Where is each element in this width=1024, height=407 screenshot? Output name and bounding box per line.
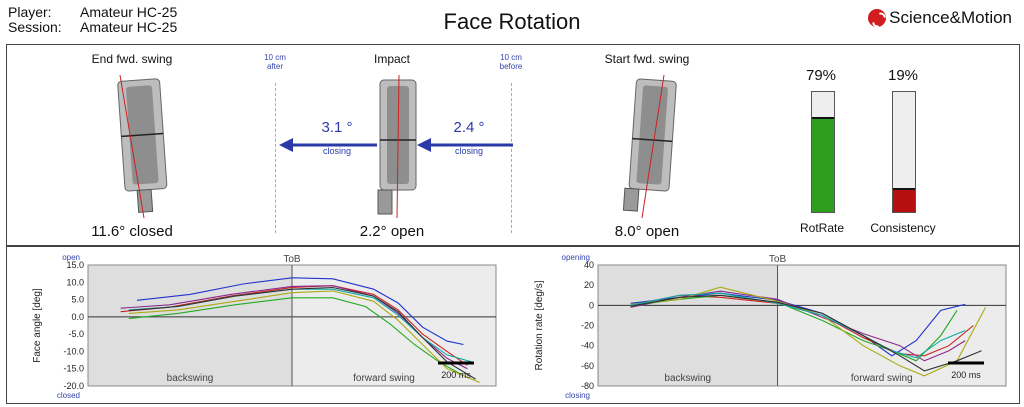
rotation-rate-chart: ToB 40 20 0 -20 -40 -60 -80 Rotation rate [deg/s… [534, 253, 1007, 400]
tob-label: ToB [283, 254, 301, 265]
bottom-note: closing [565, 391, 590, 400]
y-tick-label: -15.0 [63, 364, 84, 374]
left-arrow-value: 3.1 ° [321, 119, 353, 136]
y-tick-label: 0.0 [71, 312, 84, 322]
rotrate-gauge [811, 91, 835, 213]
y-tick-label: 0 [589, 300, 594, 310]
before-divider [511, 83, 512, 233]
face-angle-chart: ToB 15.0 10.0 5.0 0.0 -5.0 -10.0 -15.0 -20.0 Face… [32, 253, 497, 400]
before-note-line1: 10 cm [500, 53, 522, 62]
series-line [128, 286, 476, 380]
series-line [120, 285, 468, 370]
scale-label: 200 ms [441, 370, 471, 380]
y-tick-label: -10.0 [63, 346, 84, 356]
consistency-gauge-fill [893, 187, 915, 212]
putter-start-image [622, 74, 677, 219]
y-axis-label: Face angle [deg] [32, 288, 43, 363]
backswing-region [598, 265, 778, 386]
bottom-note: closed [57, 391, 80, 400]
y-tick-label: 20 [584, 280, 594, 290]
after-divider [275, 83, 276, 233]
series-line [120, 285, 468, 366]
forward-swing-label: forward swing [851, 373, 913, 384]
scale-label: 200 ms [951, 370, 981, 380]
putter-end-image [117, 74, 168, 219]
player-label: Player: [8, 4, 52, 20]
series-line [128, 290, 480, 384]
y-tick-label: 10.0 [66, 277, 84, 287]
before-note-line2: before [499, 62, 523, 71]
y-tick-label: -80 [581, 381, 594, 391]
session-label: Session: [8, 19, 62, 35]
left-arrow-icon [279, 138, 377, 152]
player-value: Amateur HC-25 [80, 4, 178, 20]
forward-swing-region [777, 265, 1006, 386]
face-rotation-panel: End fwd. swing 11.6° closed 10 cm after … [6, 44, 1020, 246]
end-swing-label: End fwd. swing [91, 52, 173, 66]
backswing-label: backswing [167, 373, 214, 384]
top-note: open [62, 253, 80, 262]
plot-frame [597, 264, 1007, 387]
right-arrow-value: 2.4 ° [453, 119, 485, 136]
right-arrow-icon [417, 138, 513, 152]
y-tick-label: -20 [581, 321, 594, 331]
rotrate-label: RotRate [799, 221, 845, 235]
session-value: Amateur HC-25 [80, 19, 178, 35]
rotrate-gauge-fill [812, 116, 834, 212]
logo-icon [868, 9, 887, 27]
impact-angle: 2.2° open [359, 223, 425, 240]
after-note: 10 cm after [247, 53, 303, 71]
top-note: opening [562, 253, 590, 262]
y-tick-label: -60 [581, 361, 594, 371]
series-line [630, 294, 982, 372]
after-note-line2: after [266, 62, 283, 71]
after-note-line1: 10 cm [264, 53, 286, 62]
y-axis-label: Rotation rate [deg/s] [534, 280, 545, 370]
series-line [136, 277, 464, 346]
putter-impact-image [377, 74, 417, 219]
page-title: Face Rotation [443, 9, 581, 34]
y-tick-label: -40 [581, 341, 594, 351]
rotrate-percent: 79% [805, 67, 837, 84]
forward-swing-label: forward swing [353, 373, 415, 384]
before-note: 10 cm before [483, 53, 539, 71]
start-swing-label: Start fwd. swing [604, 52, 690, 66]
y-tick-label: -5.0 [68, 329, 84, 339]
series-line [630, 286, 987, 377]
series-line [630, 292, 966, 359]
y-tick-label: -20.0 [63, 381, 84, 391]
y-tick-label: 5.0 [71, 295, 84, 305]
tob-label: ToB [769, 254, 787, 265]
consistency-gauge [892, 91, 916, 213]
logo-text: Science&Motion [889, 8, 1012, 27]
series-line [128, 297, 464, 377]
y-tick-label: 40 [584, 260, 594, 270]
right-arrow-note: closing [454, 146, 483, 156]
backswing-region [88, 265, 292, 386]
impact-label: Impact [373, 52, 410, 66]
start-swing-angle: 8.0° open [614, 223, 680, 240]
left-arrow-note: closing [322, 146, 351, 156]
backswing-label: backswing [664, 373, 711, 384]
y-tick-label: 15.0 [66, 260, 84, 270]
logo: Science&Motion [868, 8, 1012, 28]
consistency-percent: 19% [887, 67, 919, 84]
end-swing-angle: 11.6° closed [91, 223, 173, 240]
consistency-label: Consistency [870, 221, 936, 235]
